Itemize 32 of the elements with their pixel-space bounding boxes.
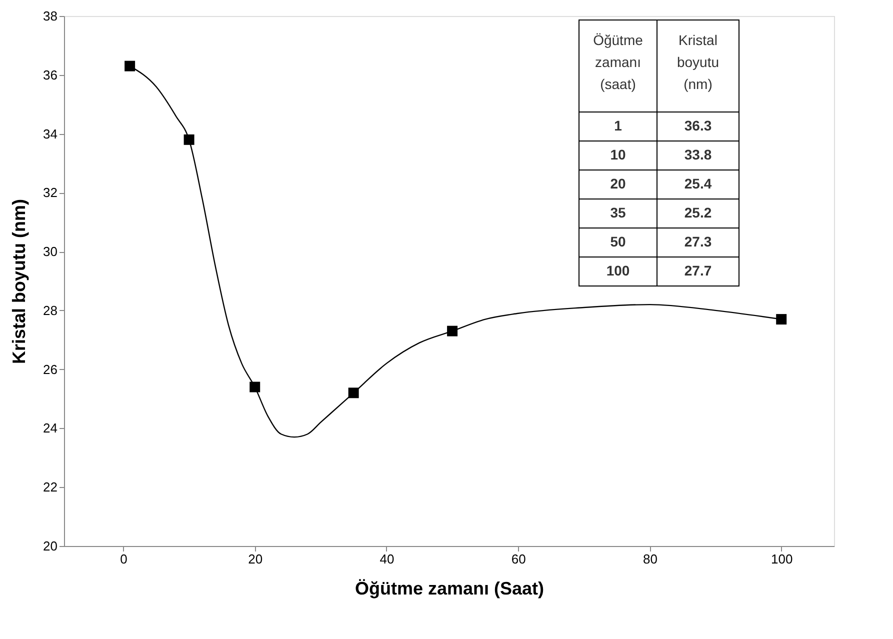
annotation: Kristal boyutu (nm) <box>676 32 720 92</box>
x-tick-label: 20 <box>248 552 263 566</box>
annotation: 35 <box>610 204 626 220</box>
annotation: 36.3 <box>684 118 712 134</box>
x-axis-title: Öğütme zamanı (Saat) <box>354 578 544 598</box>
x-tick-label: 40 <box>380 552 394 566</box>
y-tick-label: 38 <box>43 8 58 24</box>
x-tick-label: 100 <box>771 552 793 566</box>
y-tick-label: 34 <box>43 126 58 142</box>
y-tick-label: 24 <box>43 420 58 436</box>
y-tick-label: 20 <box>43 538 58 554</box>
annotation: 50 <box>610 234 626 250</box>
annotation: 1 <box>614 118 622 134</box>
annotation: 27.7 <box>684 262 712 278</box>
annotation: Öğütme zamanı (saat) <box>593 32 644 92</box>
y-tick-label: 36 <box>43 67 58 82</box>
annotation: 25.2 <box>684 204 712 220</box>
annotation: 100 <box>606 262 630 278</box>
x-tick-label: 0 <box>120 552 128 566</box>
x-tick-label: 60 <box>511 552 526 566</box>
annotation: 20 <box>610 176 626 192</box>
y-tick-label: 32 <box>43 185 58 200</box>
y-tick-label: 22 <box>43 480 58 495</box>
y-tick-label: 30 <box>43 244 58 260</box>
annotation: 27.3 <box>684 234 712 250</box>
x-tick-label: 80 <box>642 552 658 566</box>
annotation: 10 <box>610 146 626 162</box>
y-tick-label: 28 <box>43 302 58 318</box>
annotation: 33.8 <box>684 146 712 162</box>
y-tick-label: 26 <box>43 362 58 377</box>
y-axis-title: Kristal boyutu (nm) <box>9 198 30 364</box>
annotation: 25.4 <box>684 176 712 192</box>
